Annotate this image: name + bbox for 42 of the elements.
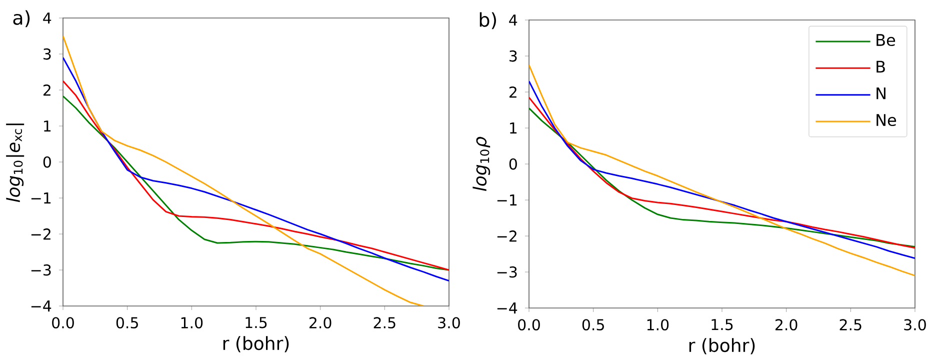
legend-label: Ne xyxy=(876,114,896,126)
y-tick-label: −2 xyxy=(497,230,516,242)
y-tick-label: 1 xyxy=(44,120,51,132)
y-tick-label: −2 xyxy=(31,228,50,240)
y-tick-label: 3 xyxy=(44,48,51,60)
y-tick-label: −1 xyxy=(31,192,51,204)
x-axis-title: r (bohr) xyxy=(689,338,755,354)
legend-label: B xyxy=(876,60,885,73)
x-tick-label: 2.5 xyxy=(374,317,396,328)
x-tick-label: 0.0 xyxy=(518,319,540,330)
y-tick-label: 2 xyxy=(509,86,516,98)
x-tick-label: 0.5 xyxy=(116,317,138,328)
y-tick-label: 2 xyxy=(43,84,50,96)
x-tick-label: 1.5 xyxy=(712,319,733,330)
chart-title: b) xyxy=(480,12,496,30)
x-tick-label: 1.0 xyxy=(647,319,669,330)
y-tick-label: 0 xyxy=(43,156,51,168)
y-tick-label: −3 xyxy=(497,266,517,278)
x-tick-label: 2.0 xyxy=(776,319,798,330)
x-tick-label: 2.5 xyxy=(840,319,862,330)
x-tick-label: 3.0 xyxy=(438,317,460,328)
legend-label: N xyxy=(876,88,886,100)
x-tick-label: 2.0 xyxy=(310,317,332,328)
y-tick-label: 3 xyxy=(510,50,517,62)
x-tick-label: 0.0 xyxy=(52,317,74,328)
x-tick-label: 1.0 xyxy=(181,317,203,328)
legend-label: Be xyxy=(876,34,896,46)
y-tick-label: −4 xyxy=(31,300,52,312)
y-tick-label: 1 xyxy=(510,122,517,134)
y-tick-label: −3 xyxy=(31,264,51,276)
x-tick-label: 0.5 xyxy=(582,319,604,330)
y-axis-title: log$_{10}$ρ xyxy=(472,136,490,191)
x-axis-title: r (bohr) xyxy=(223,336,289,352)
y-axis-title: log$_{10}$|e$_{xc}$| xyxy=(6,124,24,202)
y-tick-label: 4 xyxy=(509,14,518,26)
x-tick-label: 3.0 xyxy=(904,319,926,330)
y-tick-label: 4 xyxy=(43,12,52,24)
y-tick-label: 0 xyxy=(509,158,517,170)
y-tick-label: −4 xyxy=(497,302,518,314)
y-tick-label: −1 xyxy=(497,194,517,206)
chart-title: a) xyxy=(13,10,30,28)
x-tick-label: 1.5 xyxy=(246,317,267,328)
